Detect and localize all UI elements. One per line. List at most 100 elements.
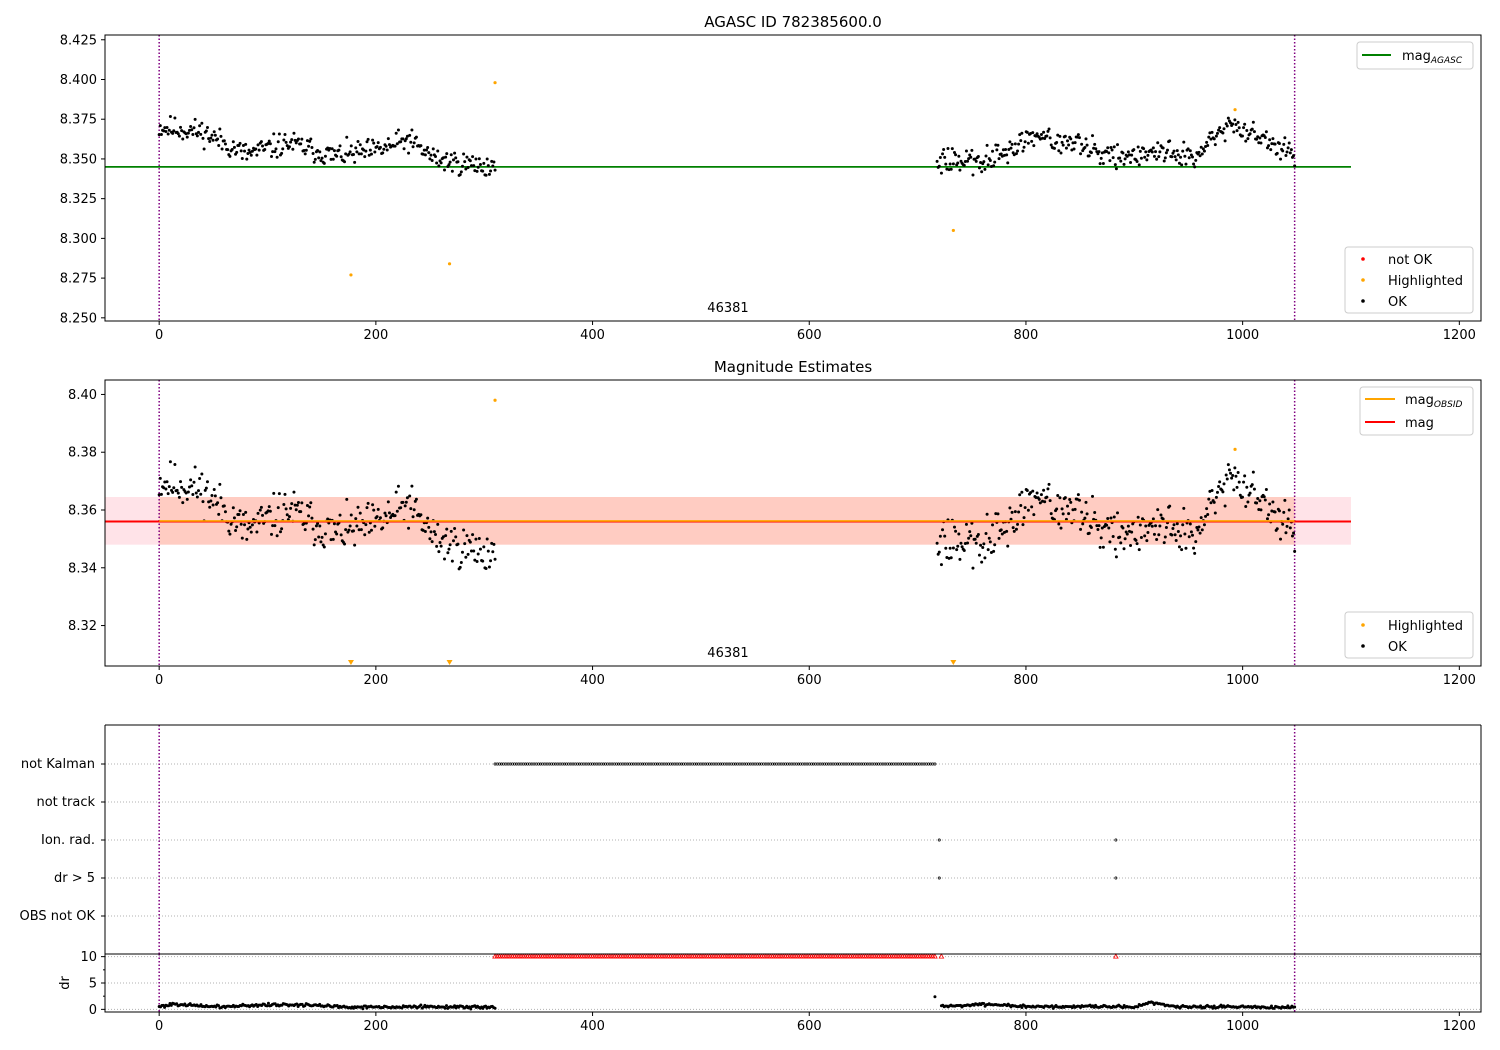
top-legend-marker-swatch-0 — [1361, 257, 1365, 261]
mid-ok-seg1-point-253 — [1210, 489, 1214, 493]
mid-ok-seg0-point-246 — [434, 532, 438, 536]
top-ok-seg0-point-127 — [300, 137, 304, 141]
top-ok-seg1-point-32 — [970, 148, 974, 152]
top-ok-seg1-point-33 — [971, 173, 975, 177]
top-ok-seg0-point-238 — [425, 148, 429, 152]
mid-ok-seg1-point-259 — [1217, 485, 1221, 489]
mid-ok-seg1-point-168 — [1118, 535, 1122, 539]
top-ok-seg1-point-119 — [1064, 146, 1068, 150]
dr-ytick-label-1: 5 — [89, 977, 97, 992]
mid-ok-seg0-point-289 — [482, 545, 486, 549]
top-ok-seg1-point-268 — [1226, 116, 1230, 120]
top-ok-seg0-point-38 — [200, 121, 204, 125]
top-ok-seg0-point-195 — [376, 141, 380, 145]
mid-ok-seg1-point-321 — [1284, 531, 1288, 535]
mid-ok-seg0-point-222 — [407, 526, 411, 530]
top-ok-seg0-point-236 — [422, 148, 426, 152]
top-ok-seg0-point-194 — [375, 145, 379, 149]
mid-ok-seg1-point-255 — [1212, 500, 1216, 504]
top-ok-seg1-point-298 — [1259, 141, 1263, 145]
mid-ok-seg1-point-302 — [1263, 498, 1267, 502]
mid-ok-seg0-point-106 — [276, 506, 280, 510]
top-ok-seg1-point-222 — [1176, 153, 1180, 157]
mid-ok-seg1-point-206 — [1159, 513, 1163, 517]
mid-ok-seg1-point-157 — [1106, 517, 1110, 521]
dr-xtick-label-3: 600 — [797, 1019, 822, 1034]
top-ok-seg0-point-204 — [386, 137, 390, 141]
top-ok-seg1-point-113 — [1058, 134, 1062, 138]
top-ok-seg1-point-319 — [1282, 142, 1286, 146]
mid-ok-seg1-point-281 — [1240, 495, 1244, 499]
top-ok-seg0-point-253 — [441, 156, 445, 160]
mid-ok-seg1-point-209 — [1162, 541, 1166, 545]
mid-ok-seg1-point-284 — [1244, 504, 1248, 508]
top-plot-area: 0 200 400 600 800 1000 1200 8.250 8.275 8.300 8.32… — [60, 33, 1482, 343]
mid-ok-seg0-point-199 — [381, 526, 385, 530]
top-ok-seg0-point-144 — [319, 159, 323, 163]
mid-ok-seg0-point-49 — [212, 487, 216, 491]
top-ok-seg0-point-135 — [309, 137, 313, 141]
top-ok-seg0-point-175 — [354, 146, 358, 150]
mid-ok-seg0-point-204 — [386, 500, 390, 504]
top-ok-seg1-point-276 — [1235, 129, 1239, 133]
top-ok-seg0-point-187 — [367, 153, 371, 157]
mid-below-range-marker-2 — [950, 660, 957, 665]
top-ok-seg0-point-114 — [285, 144, 289, 148]
mid-ok-seg1-point-316 — [1279, 537, 1283, 541]
top-ok-seg1-point-66 — [1007, 148, 1011, 152]
dr-ytick-label-2: 10 — [80, 950, 97, 965]
top-ok-seg1-point-286 — [1246, 137, 1250, 141]
top-ok-seg1-point-56 — [996, 143, 1000, 147]
top-ok-seg0-point-81 — [248, 151, 252, 155]
top-ok-seg0-point-248 — [436, 149, 440, 153]
top-ok-seg1-point-282 — [1242, 126, 1246, 130]
top-ok-seg1-point-295 — [1256, 135, 1260, 139]
mid-ok-seg1-point-134 — [1081, 522, 1085, 526]
top-ok-seg1-point-202 — [1155, 157, 1159, 161]
top-ok-seg0-point-45 — [208, 140, 212, 144]
top-ok-seg1-point-160 — [1109, 145, 1113, 149]
mid-ok-seg0-point-20 — [180, 485, 184, 489]
top-ok-seg0-point-280 — [472, 164, 476, 168]
top-ok-seg1-point-242 — [1198, 154, 1202, 158]
mid-ok-seg0-point-45 — [208, 505, 212, 509]
mid-ok-seg0-point-223 — [408, 494, 412, 498]
mid-ok-seg0-point-266 — [456, 542, 460, 546]
top-ok-seg1-point-232 — [1187, 156, 1191, 160]
mid-ok-seg0-point-92 — [261, 513, 265, 517]
mid-ok-seg1-point-77 — [1019, 503, 1023, 507]
mid-ok-seg1-point-175 — [1125, 532, 1129, 536]
dr-seg1-point-81 — [1050, 1004, 1054, 1008]
top-ok-seg1-point-149 — [1097, 150, 1101, 154]
mid-ok-seg0-point-186 — [366, 501, 370, 505]
top-ok-seg0-point-99 — [268, 142, 272, 146]
mid-ok-seg0-point-293 — [486, 549, 490, 553]
mid-ok-seg1-point-105 — [1049, 512, 1053, 516]
top-ok-seg1-point-132 — [1079, 152, 1083, 156]
mid-ok-seg0-point-18 — [177, 495, 181, 499]
mid-ok-seg1-point-176 — [1126, 524, 1130, 528]
top-ok-seg0-point-116 — [287, 145, 291, 149]
mid-ok-seg0-point-227 — [412, 508, 416, 512]
mid-ok-seg0-point-281 — [473, 558, 477, 562]
mid-xtick-label-3: 600 — [797, 673, 822, 688]
top-ok-seg0-point-28 — [189, 125, 193, 129]
top-xtick-label-3: 600 — [797, 328, 822, 343]
top-ok-seg1-point-172 — [1122, 162, 1126, 166]
mid-ok-seg1-point-35 — [973, 537, 977, 541]
top-ok-seg1-point-187 — [1138, 149, 1142, 153]
top-ok-seg1-point-79 — [1021, 149, 1025, 153]
top-ok-seg0-point-211 — [394, 131, 398, 135]
mid-ok-seg0-point-21 — [181, 501, 185, 505]
mid-ok-seg0-point-210 — [393, 514, 397, 518]
mid-ok-seg1-point-48 — [987, 536, 991, 540]
top-ok-seg0-point-262 — [451, 158, 455, 162]
mid-ok-seg1-point-279 — [1238, 493, 1242, 497]
top-ok-seg1-point-84 — [1026, 141, 1030, 145]
mid-ok-seg0-point-41 — [203, 488, 207, 492]
top-ok-seg0-point-83 — [250, 149, 254, 153]
flag-label-not-track: not track — [36, 795, 95, 810]
mid-ok-seg1-point-22 — [959, 541, 963, 545]
mid-ok-seg1-point-263 — [1221, 490, 1225, 494]
top-highlighted-point-2 — [493, 81, 497, 85]
